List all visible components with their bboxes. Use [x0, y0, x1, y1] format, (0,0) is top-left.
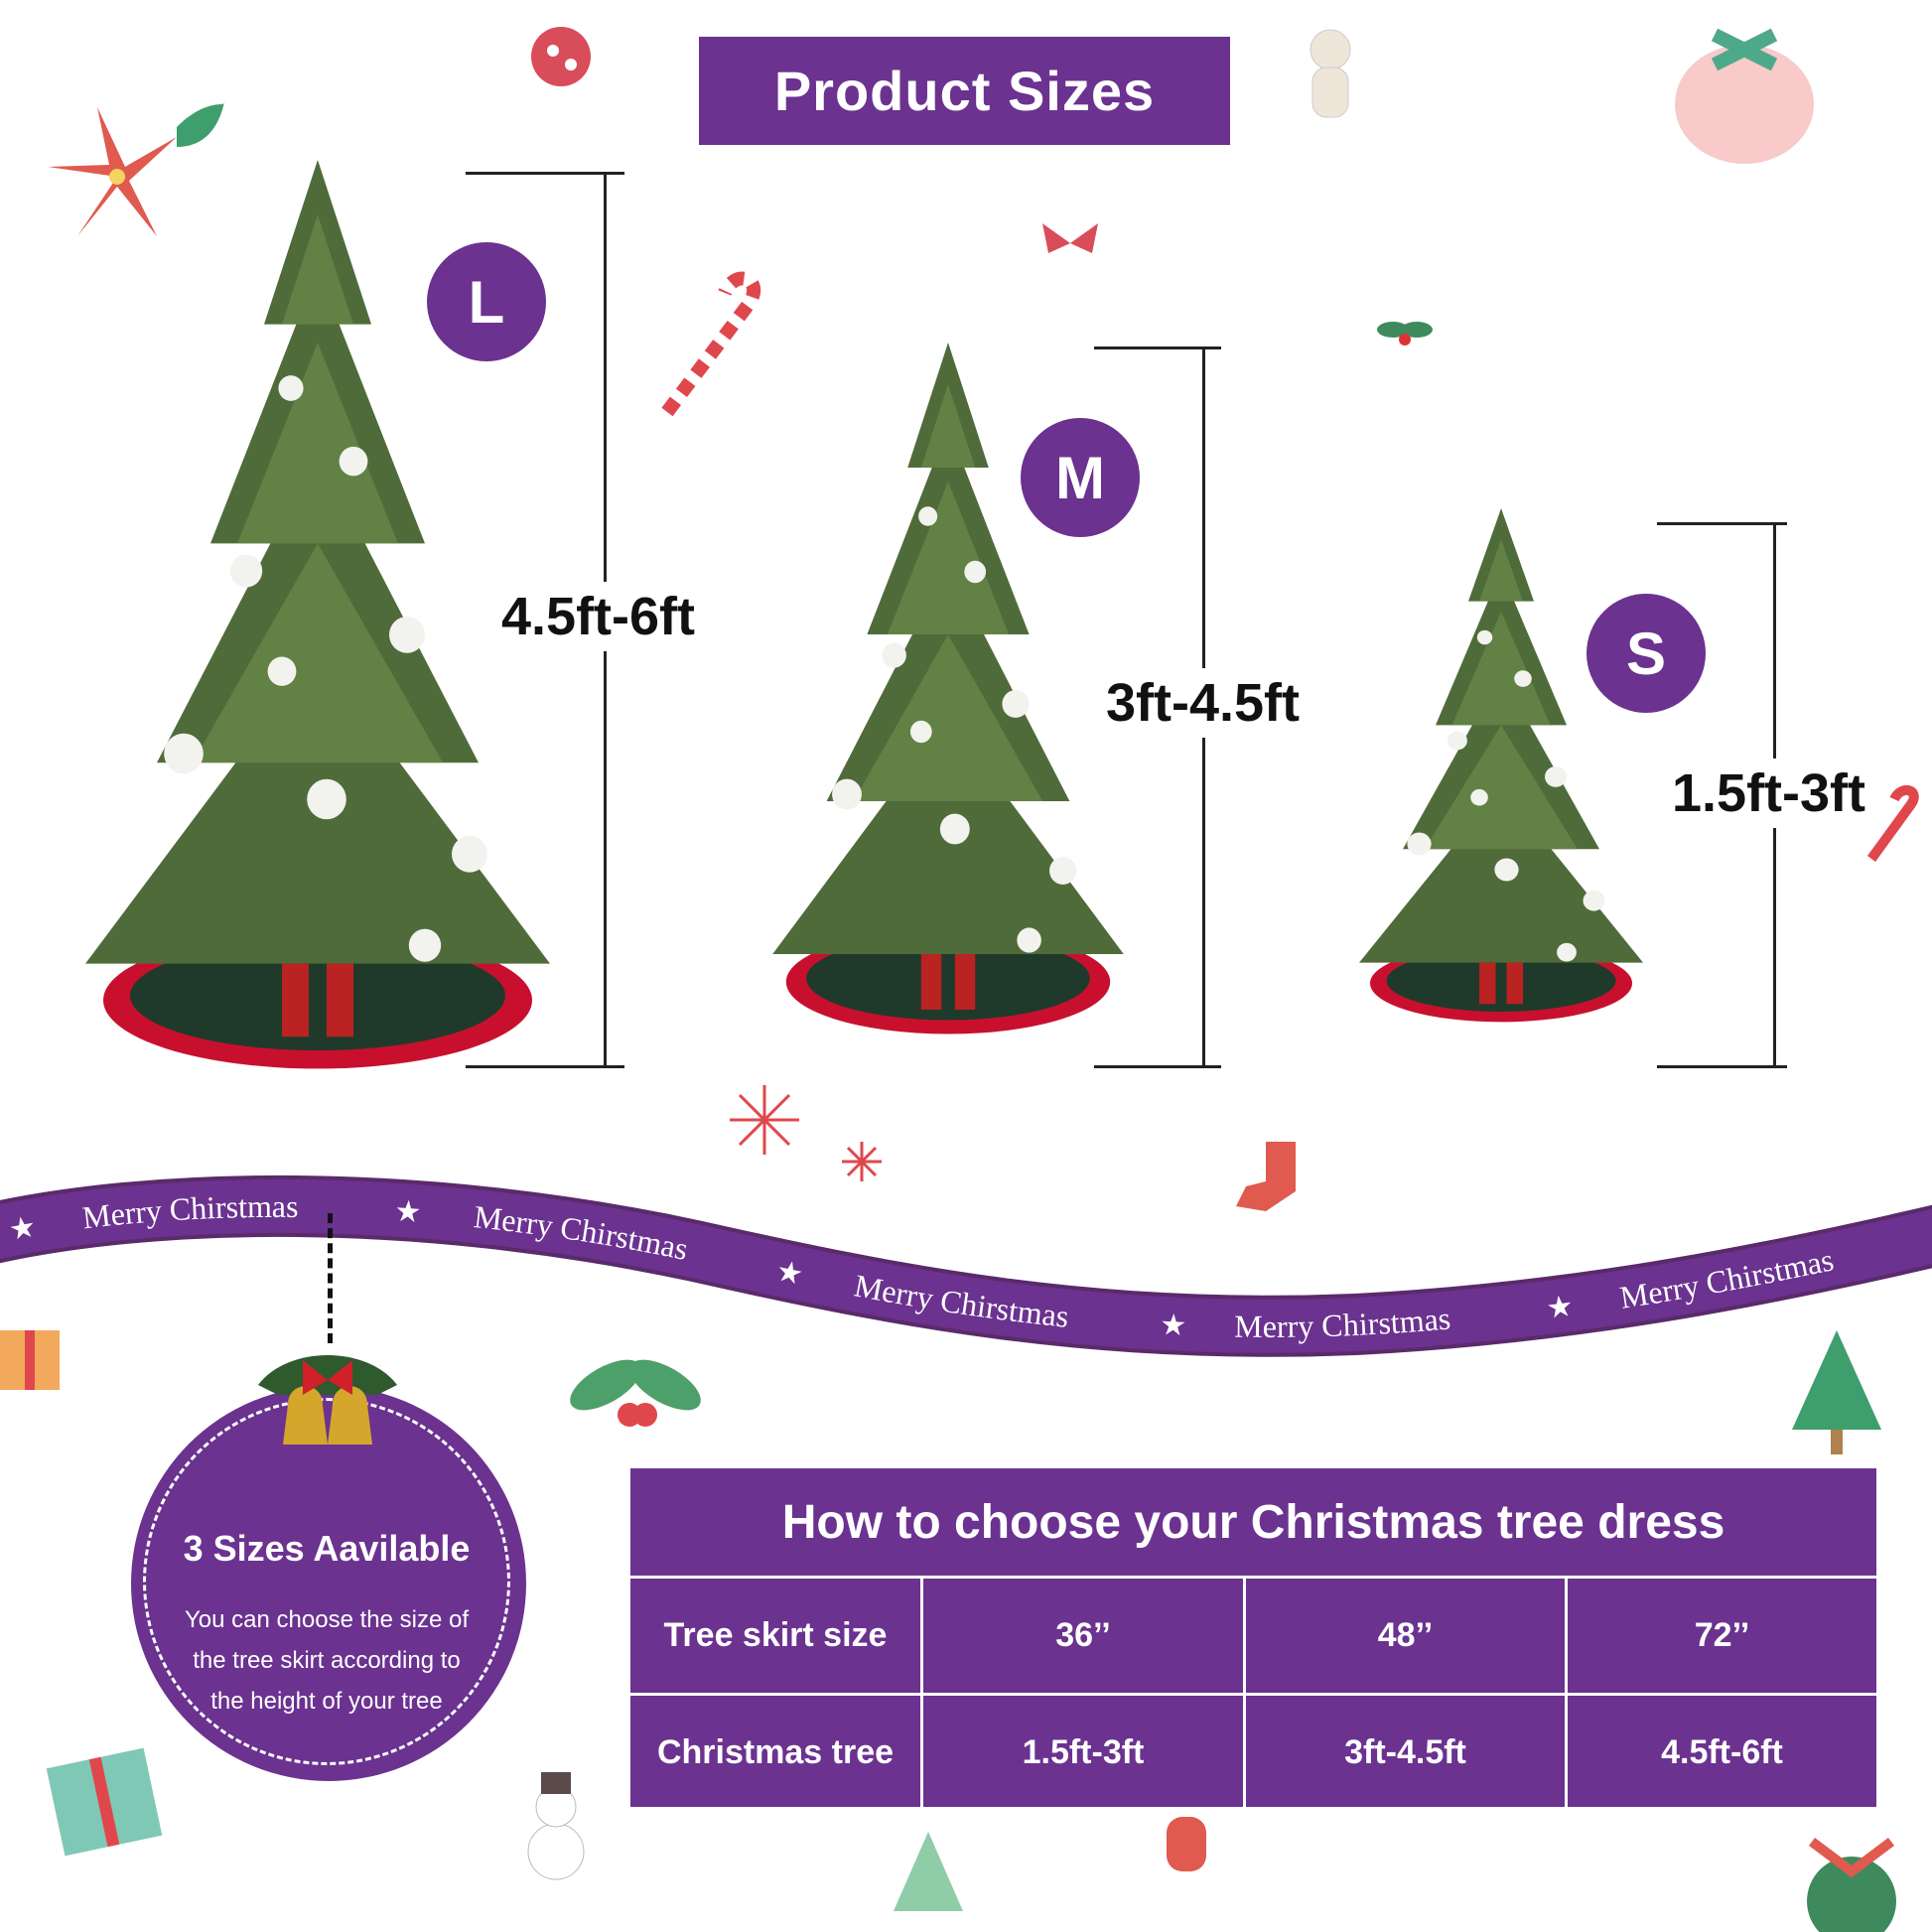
size-range-s: 1.5ft-3ft	[1672, 759, 1866, 828]
hanging-line	[328, 1213, 333, 1343]
row-label: Christmas tree	[656, 1733, 895, 1771]
badge-text: You can choose the size of the tree skir…	[185, 1606, 469, 1715]
table-cell: 36’’	[920, 1579, 1243, 1693]
svg-text:★: ★	[393, 1195, 422, 1230]
table-row: Tree skirt size 36’’ 48’’ 72’’	[630, 1579, 1876, 1696]
snowflake-icon	[730, 1085, 799, 1155]
star-icon: ★	[1545, 1290, 1576, 1325]
snowflake-icon	[842, 1142, 882, 1181]
dimension-line-bottom	[466, 1065, 624, 1068]
poinsettia-icon	[48, 102, 225, 236]
table-cell: 72’’	[1565, 1579, 1876, 1693]
star-icon: ★	[773, 1254, 806, 1292]
svg-text:★: ★	[773, 1254, 806, 1292]
size-badge-l: L	[427, 242, 546, 361]
size-range-l: 4.5ft-6ft	[501, 582, 696, 651]
table-cell: 3ft-4.5ft	[1243, 1696, 1565, 1810]
star-icon: ★	[393, 1195, 422, 1230]
size-badge-m: M	[1021, 418, 1140, 537]
dimension-line-top	[1094, 346, 1221, 349]
table-cell: 4.5ft-6ft	[1565, 1696, 1876, 1810]
sizes-available-badge: 3 Sizes Aavilable You can choose the siz…	[131, 1386, 526, 1781]
page-title: Product Sizes	[699, 37, 1230, 145]
svg-text:★: ★	[6, 1210, 38, 1247]
snowman-icon	[527, 1772, 585, 1880]
star-icon: ★	[1160, 1309, 1187, 1342]
gingerbread-icon	[1310, 29, 1351, 118]
svg-text:★: ★	[1545, 1290, 1576, 1325]
size-guide-table: How to choose your Christmas tree dress …	[630, 1468, 1876, 1810]
dimension-line-top	[466, 172, 624, 175]
table-title: How to choose your Christmas tree dress	[630, 1468, 1876, 1579]
dimension-line-top	[1657, 522, 1787, 525]
bells-icon	[258, 1355, 397, 1445]
holly-icon	[1377, 322, 1433, 345]
gift-ball-icon	[1675, 28, 1814, 164]
ornament-icon	[1807, 1838, 1896, 1932]
stocking-icon	[1236, 1142, 1296, 1211]
table-cell: 48’’	[1243, 1579, 1565, 1693]
small-tree-icon	[894, 1832, 963, 1911]
ornament-icon	[531, 27, 591, 86]
badge-border: 3 Sizes Aavilable You can choose the siz…	[143, 1398, 510, 1765]
gift-icon	[46, 1747, 163, 1857]
svg-text:★: ★	[1160, 1309, 1187, 1342]
badge-title: 3 Sizes Aavilable	[183, 1528, 471, 1569]
dimension-line-bottom	[1094, 1065, 1221, 1068]
holly-icon	[570, 1359, 701, 1427]
row-label: Tree skirt size	[663, 1616, 888, 1654]
dimension-line-bottom	[1657, 1065, 1787, 1068]
table-cell: 1.5ft-3ft	[920, 1696, 1243, 1810]
star-icon: ★	[6, 1210, 38, 1247]
small-tree-icon	[1792, 1330, 1881, 1454]
mitten-icon	[1167, 1817, 1206, 1871]
size-badge-s: S	[1587, 594, 1706, 713]
size-range-m: 3ft-4.5ft	[1106, 668, 1301, 738]
table-row: Christmas tree 1.5ft-3ft 3ft-4.5ft 4.5ft…	[630, 1696, 1876, 1810]
candy-cane-icon	[1866, 785, 1919, 862]
gift-icon	[0, 1330, 60, 1390]
bow-icon	[1042, 223, 1098, 253]
